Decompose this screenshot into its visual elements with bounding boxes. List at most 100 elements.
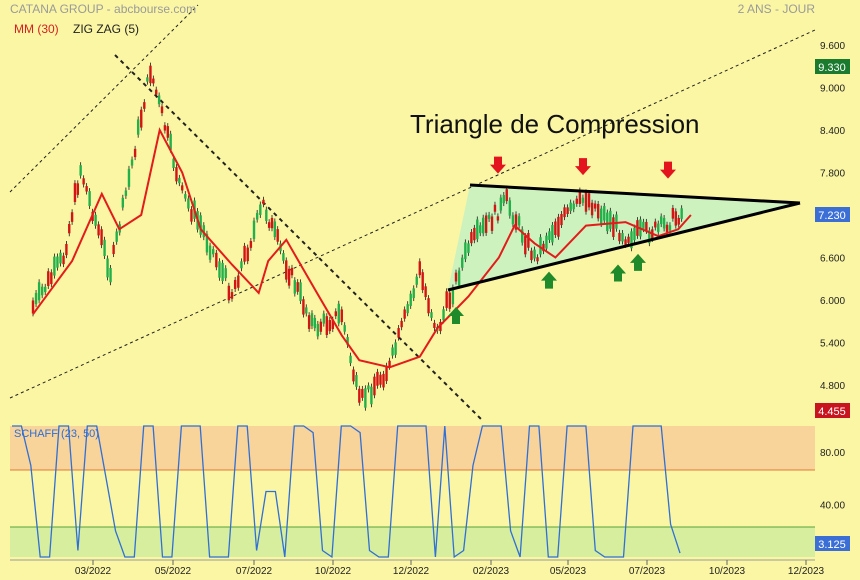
schaff-current-badge-text: 3.125 xyxy=(818,539,846,551)
candle-body xyxy=(370,386,373,405)
candle-body xyxy=(473,227,476,241)
candle-body xyxy=(464,242,467,260)
candle-body xyxy=(612,217,615,237)
sell-arrow xyxy=(490,156,506,174)
candle-body xyxy=(127,168,131,187)
candle-body xyxy=(53,256,56,276)
candle-body xyxy=(427,298,430,314)
candle-body xyxy=(103,239,106,257)
candle-body xyxy=(76,183,79,195)
triangle-upper-line xyxy=(469,183,801,205)
candle-body xyxy=(166,126,169,138)
candle-body xyxy=(270,217,274,229)
x-tick-label: 03/2022 xyxy=(75,566,112,577)
candle-body xyxy=(299,282,302,302)
candle-body xyxy=(659,216,663,225)
candle-body xyxy=(73,183,77,202)
candle-body xyxy=(539,237,542,255)
candle-body xyxy=(563,207,566,218)
zigzag-legend: ZIG ZAG (5) xyxy=(73,22,139,36)
candle-body xyxy=(273,221,277,238)
candle-body xyxy=(296,282,299,292)
candle-body xyxy=(581,197,585,203)
moving-average-group xyxy=(32,127,692,369)
candle-body xyxy=(31,300,35,314)
candle-body xyxy=(391,347,394,356)
candle-body xyxy=(50,272,53,285)
y-axis-ticks: 9.6009.0008.4007.8007.2006.6006.0005.400… xyxy=(820,41,845,512)
arrows-group xyxy=(448,156,676,324)
candle-body xyxy=(133,148,137,158)
candle-body xyxy=(187,198,190,209)
candle-body xyxy=(121,197,125,208)
schaff-tick-label: 80.00 xyxy=(820,448,845,459)
candle-body xyxy=(322,313,326,324)
candle-body xyxy=(569,202,572,212)
candle-body xyxy=(557,216,560,237)
candle-body xyxy=(527,232,530,248)
x-tick-label: 12/2022 xyxy=(393,566,430,577)
candle-body xyxy=(627,236,630,243)
candle-body xyxy=(181,185,184,191)
candle-body xyxy=(457,270,461,286)
candle-body xyxy=(169,133,172,150)
candle-body xyxy=(493,204,497,212)
candle-body xyxy=(146,77,149,82)
candle-body xyxy=(70,212,74,222)
candle-body xyxy=(662,217,666,229)
candle-body xyxy=(346,337,349,345)
candle-body xyxy=(412,288,415,299)
candle-body xyxy=(243,245,246,262)
candle-body xyxy=(400,320,403,328)
candle-body xyxy=(424,286,427,298)
ma-legend: MM (30) xyxy=(14,22,59,36)
candle-body xyxy=(97,224,100,236)
candle-body xyxy=(130,159,134,166)
y-tick-label: 6.000 xyxy=(820,296,845,307)
moving-average-line xyxy=(32,127,692,369)
candle-body xyxy=(470,232,473,244)
candle-body xyxy=(290,267,294,276)
candle-body xyxy=(551,224,554,243)
candle-body xyxy=(240,261,243,269)
candle-body xyxy=(517,216,521,226)
candle-body xyxy=(109,268,112,283)
candle-body xyxy=(584,192,588,212)
candle-body xyxy=(633,227,636,241)
candle-body xyxy=(178,177,181,184)
candle-body xyxy=(94,214,97,226)
candle-body xyxy=(415,276,418,285)
candle-body xyxy=(373,376,376,396)
candle-body xyxy=(499,197,503,211)
candle-body xyxy=(325,316,329,335)
upper-channel-line xyxy=(9,4,199,193)
candle-body xyxy=(328,320,332,332)
candle-body xyxy=(205,233,209,253)
candle-body xyxy=(545,235,548,249)
x-axis-ticks: 03/2022 05/2022 07/2022 10/2022 12/2022 02/20… xyxy=(10,559,825,577)
candle-body xyxy=(302,299,305,315)
candle-body xyxy=(379,374,382,385)
candle-body xyxy=(310,313,314,327)
triangle-lower-line xyxy=(447,201,801,292)
candle-body xyxy=(337,303,340,324)
candle-body xyxy=(88,191,91,206)
candle-body xyxy=(160,106,164,114)
candle-body xyxy=(40,286,44,296)
candle-body xyxy=(224,268,227,279)
candle-body xyxy=(218,261,221,278)
candle-body xyxy=(596,203,600,219)
candle-body xyxy=(454,272,458,282)
candle-body xyxy=(143,102,146,109)
candle-body xyxy=(668,225,672,231)
candle-body xyxy=(448,292,451,309)
candle-body xyxy=(514,214,518,230)
candle-body xyxy=(403,309,406,319)
candle-body xyxy=(572,203,575,210)
schaff-oversold-zone xyxy=(10,527,815,557)
candle-body xyxy=(542,243,545,252)
candle-body xyxy=(59,252,62,264)
high-price-badge-text: 9.330 xyxy=(818,62,846,74)
low-price-badge xyxy=(815,403,850,418)
candle-body xyxy=(481,217,485,234)
